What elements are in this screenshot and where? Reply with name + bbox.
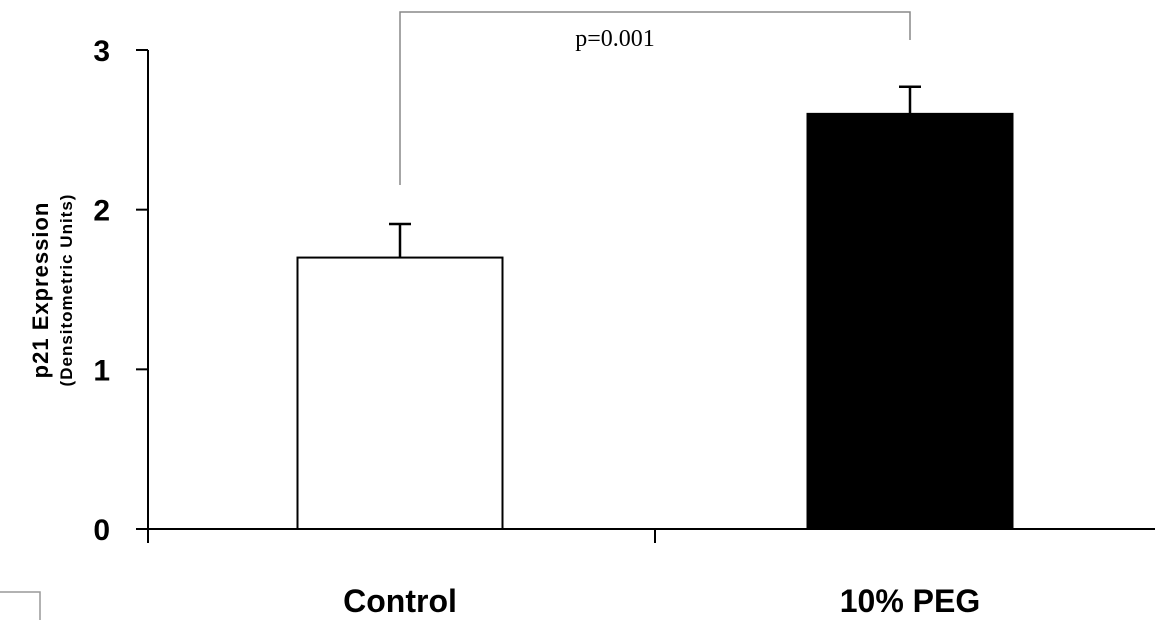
p-value-annotation: p=0.001: [575, 26, 655, 52]
y-axis-label: p21 Expression: [28, 202, 53, 379]
y-tick-label: 0: [93, 514, 110, 547]
bracket-line: [399, 11, 911, 185]
y-axis-sublabel: (Densitometric Units): [57, 194, 76, 387]
y-ticks: 0 1 2 3: [93, 35, 148, 547]
y-axis-title: p21 Expression (Densitometric Units): [28, 194, 76, 387]
y-tick-label: 1: [93, 354, 110, 387]
error-bars: [389, 85, 921, 258]
y-tick-label: 3: [93, 35, 110, 68]
bar: [806, 112, 1014, 530]
bar: [296, 256, 504, 530]
y-tick-label: 2: [93, 195, 110, 228]
x-category-label: Control: [343, 583, 457, 619]
legend-fragment-box: [0, 591, 41, 620]
bars: [296, 112, 1014, 530]
significance-bracket: [399, 11, 911, 185]
x-category-label: 10% PEG: [840, 583, 981, 619]
x-category-labels: Control 10% PEG: [343, 583, 980, 619]
